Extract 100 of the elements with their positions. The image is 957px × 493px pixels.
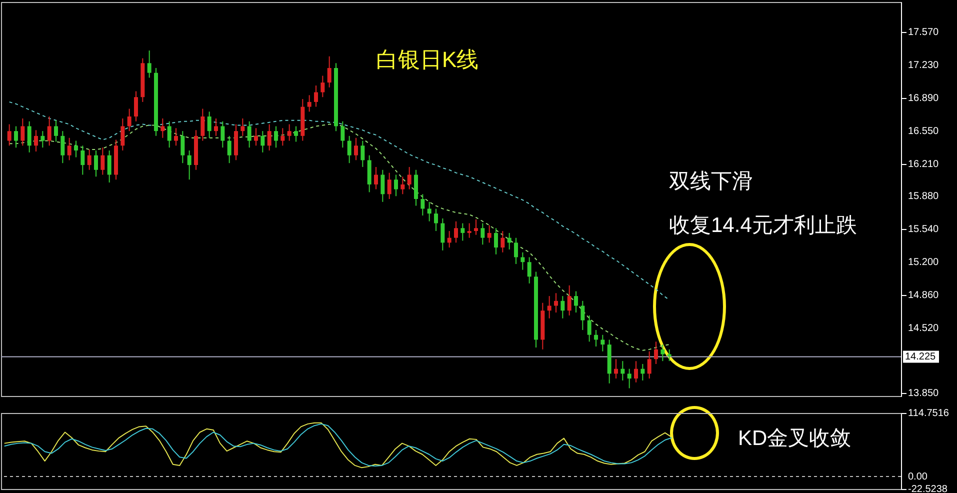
candlestick <box>454 220 458 244</box>
candlestick <box>560 296 565 319</box>
y-tick-label: 0.00 <box>908 472 928 483</box>
candlestick <box>274 126 278 148</box>
candlestick <box>634 360 638 383</box>
candlestick <box>380 169 385 202</box>
candlestick <box>440 218 445 251</box>
candlestick <box>74 140 78 158</box>
candlestick <box>327 56 332 88</box>
candlestick <box>514 237 518 265</box>
y-tick-label: 16.890 <box>908 93 940 104</box>
candlestick <box>467 222 472 238</box>
candlestick <box>280 128 285 146</box>
candlestick <box>227 135 232 164</box>
candlestick <box>67 137 72 161</box>
line-series <box>8 124 670 351</box>
candlestick <box>20 118 25 146</box>
text: KD金叉收敛 <box>738 427 852 450</box>
line-series <box>8 101 670 300</box>
candlestick <box>40 130 45 148</box>
candlestick <box>174 128 178 146</box>
candlestick <box>427 201 432 222</box>
candlestick <box>347 135 352 164</box>
candlestick <box>167 120 172 148</box>
candlestick <box>647 350 652 380</box>
candlestick <box>134 90 138 122</box>
candlestick <box>627 368 632 389</box>
y-tick-label: 16.210 <box>908 159 940 170</box>
candlestick <box>287 124 292 142</box>
candlestick <box>254 128 258 146</box>
y-tick-label: 15.880 <box>908 191 940 202</box>
candlestick <box>60 130 65 164</box>
candlestick <box>500 230 505 253</box>
y-tick-label: 114.7516 <box>908 408 950 419</box>
candlestick <box>374 166 378 190</box>
y-tick-label: 15.540 <box>908 224 940 236</box>
candlestick <box>480 222 485 246</box>
ref-line-label: 14.225 <box>905 352 936 363</box>
candlestick <box>107 150 112 183</box>
candlestick <box>354 137 358 161</box>
candlestick <box>387 172 392 200</box>
candlestick <box>247 120 252 148</box>
candlestick <box>554 292 558 314</box>
y-tick-label: -22.5238 <box>908 484 948 493</box>
candlestick <box>434 208 438 232</box>
candlestick <box>267 124 272 151</box>
candlestick <box>340 120 345 148</box>
y-tick-label: 15.200 <box>908 257 940 268</box>
candlestick <box>420 194 425 216</box>
candlestick <box>460 222 465 242</box>
candlestick <box>87 149 92 170</box>
candlestick <box>207 111 212 138</box>
candlestick <box>654 341 658 364</box>
candlestick <box>127 108 132 132</box>
candlestick <box>120 118 125 151</box>
annotation: 收复14.4元才利止跌 <box>669 214 857 237</box>
candlestick <box>187 150 192 180</box>
candlestick <box>494 228 498 255</box>
candlestick <box>407 166 412 190</box>
candlestick <box>147 50 152 78</box>
candlestick <box>594 330 598 348</box>
candlestick <box>80 145 85 176</box>
candlestick <box>520 252 525 270</box>
candlestick <box>547 296 552 319</box>
candlestick <box>180 130 185 164</box>
candlestick <box>314 84 318 108</box>
candlestick <box>54 120 58 142</box>
annotation: 双线下滑 <box>669 170 753 193</box>
candlestick <box>94 150 98 178</box>
candlestick <box>214 118 218 136</box>
candlestick <box>260 130 265 153</box>
candlestick <box>487 224 492 244</box>
y-tick-label: 16.550 <box>908 126 940 138</box>
candlestick <box>394 174 398 197</box>
candlestick <box>447 230 452 248</box>
candlestick <box>7 124 12 146</box>
candlestick <box>660 344 665 362</box>
candlestick <box>47 116 52 146</box>
candlestick <box>620 360 625 381</box>
candlestick <box>474 218 478 236</box>
y-tick-label: 14.520 <box>908 323 940 334</box>
candlestick <box>200 108 205 142</box>
candlestick <box>640 363 645 381</box>
text: 白银日K线 <box>376 47 479 72</box>
candlestick <box>307 94 312 112</box>
candlestick <box>614 358 618 380</box>
candlestick <box>567 284 572 316</box>
candlestick <box>100 147 105 176</box>
candlestick <box>574 290 578 314</box>
y-tick-label: 17.230 <box>908 60 940 72</box>
candlestick <box>400 176 405 195</box>
y-tick-label: 13.850 <box>908 388 940 400</box>
candlestick <box>587 314 592 342</box>
candlestick <box>14 126 18 148</box>
candlestick <box>600 334 605 352</box>
candlestick <box>220 120 225 148</box>
candlestick <box>240 118 245 136</box>
candlestick <box>34 130 38 152</box>
candlestick <box>527 256 532 284</box>
candlestick <box>294 126 298 142</box>
